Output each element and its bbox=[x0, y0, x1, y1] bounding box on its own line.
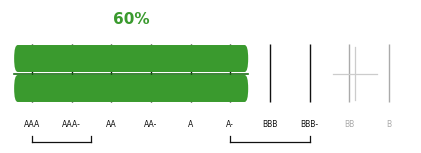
Text: AAA: AAA bbox=[24, 120, 40, 129]
Text: BBB: BBB bbox=[262, 120, 278, 129]
FancyBboxPatch shape bbox=[14, 75, 248, 102]
Text: A-: A- bbox=[226, 120, 234, 129]
Text: B: B bbox=[386, 120, 392, 129]
Text: BBB-: BBB- bbox=[301, 120, 319, 129]
Text: 60%: 60% bbox=[113, 12, 149, 27]
Text: AA-: AA- bbox=[144, 120, 158, 129]
Text: AAA-: AAA- bbox=[62, 120, 81, 129]
FancyBboxPatch shape bbox=[14, 45, 248, 72]
Text: A: A bbox=[188, 120, 193, 129]
Text: AA: AA bbox=[106, 120, 117, 129]
Text: BB: BB bbox=[344, 120, 354, 129]
